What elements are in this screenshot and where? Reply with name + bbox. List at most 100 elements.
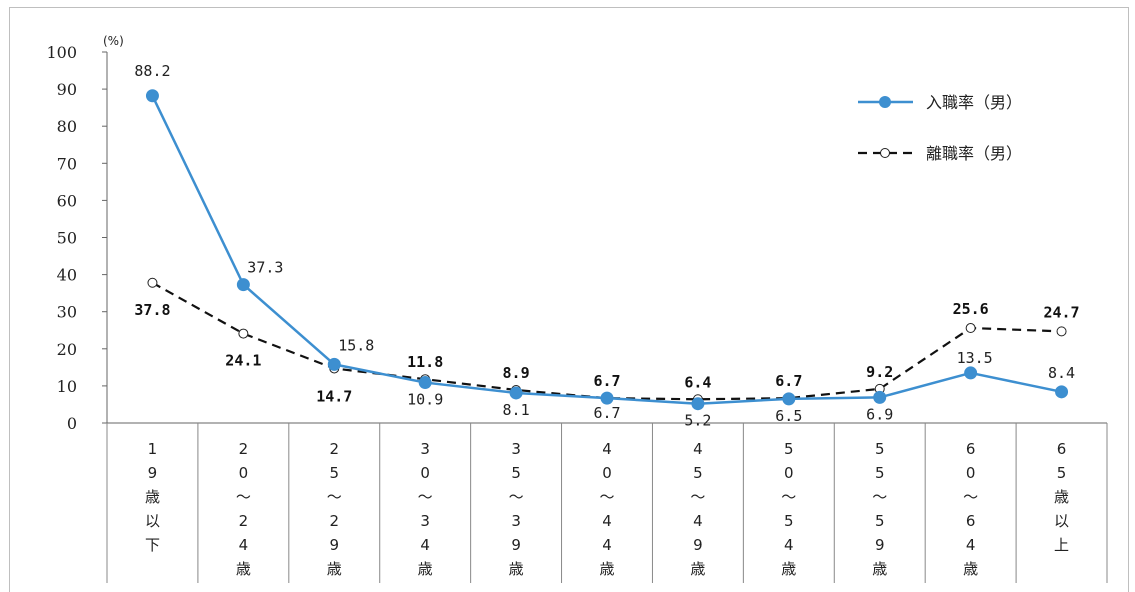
hire-rate-data-label: 37.3 <box>247 259 283 277</box>
y-tick-label: 30 <box>57 303 77 322</box>
y-tick-label: 100 <box>46 43 77 62</box>
y-tick-label: 90 <box>57 80 77 99</box>
x-tick-label-glyph: 5 <box>875 464 885 482</box>
hire-rate-data-label: 10.9 <box>407 391 443 409</box>
hire-rate-point <box>418 376 432 390</box>
hire-rate-point <box>236 278 250 292</box>
x-tick-label-glyph: 歳 <box>1054 488 1069 506</box>
hire-rate-point <box>327 357 341 371</box>
hire-rate-data-label: 6.7 <box>593 404 620 422</box>
x-tick-label: 5 5 ～ 5 9 歳 <box>872 440 887 578</box>
x-tick-label: 2 5 ～ 2 9 歳 <box>327 440 342 578</box>
x-tick-label-glyph: 歳 <box>781 560 796 578</box>
x-tick-label-glyph: 9 <box>329 536 339 554</box>
x-tick-label-glyph: 歳 <box>327 560 342 578</box>
x-tick-label-glyph: 2 <box>329 512 339 530</box>
x-tick-label-glyph: 5 <box>875 512 885 530</box>
hire-rate-point <box>145 89 159 103</box>
series-line-hire-rate <box>151 95 1062 405</box>
hire-rate-data-label: 8.4 <box>1048 364 1075 382</box>
x-tick-label-glyph: 歳 <box>963 560 978 578</box>
x-tick-label: 1 9 歳以下 <box>145 440 160 554</box>
hire-rate-point <box>691 397 705 411</box>
x-tick-label-glyph: 歳 <box>145 488 160 506</box>
x-tick-label: 4 0 ～ 4 4 歳 <box>599 440 614 578</box>
x-tick-label-glyph: 5 <box>875 440 885 458</box>
y-tick-label: 80 <box>57 117 77 136</box>
x-tick-label-glyph: ～ <box>418 488 433 506</box>
leave-rate-data-label: 25.6 <box>953 300 989 318</box>
legend-label-hire: 入職率（男） <box>926 93 1022 112</box>
hire-rate-point <box>509 386 523 400</box>
x-tick-label-glyph: 2 <box>239 512 249 530</box>
x-tick-label-glyph: 5 <box>693 464 703 482</box>
series-lines <box>151 95 1062 405</box>
x-tick-label-glyph: 9 <box>693 536 703 554</box>
x-tick-label: 5 0 ～ 5 4 歳 <box>781 440 796 578</box>
x-tick-label-glyph: 上 <box>1054 536 1069 554</box>
chart-frame <box>9 7 1129 592</box>
x-tick-label-glyph: 5 <box>1057 464 1067 482</box>
x-tick-label-glyph: ～ <box>236 488 251 506</box>
x-tick-label-glyph: 9 <box>148 464 158 482</box>
leave-rate-point <box>965 323 976 334</box>
legend-label-leave: 離職率（男） <box>926 144 1022 163</box>
y-tick-label: 60 <box>57 191 77 210</box>
hire-rate-data-label: 8.1 <box>503 401 530 419</box>
x-tick-label-glyph: 以 <box>145 512 160 530</box>
x-tick-label-glyph: 0 <box>966 464 976 482</box>
y-tick-label: 0 <box>67 414 77 433</box>
x-tick-label-glyph: ～ <box>599 488 614 506</box>
x-tick-label-glyph: 歳 <box>872 560 887 578</box>
x-tick-label-glyph: 5 <box>329 464 339 482</box>
leave-rate-point <box>1056 326 1067 337</box>
x-tick-label-glyph: ～ <box>963 488 978 506</box>
x-tick-label-glyph: 9 <box>875 536 885 554</box>
hire-rate-data-label: 13.5 <box>957 349 993 367</box>
leave-rate-data-label: 8.9 <box>503 364 530 382</box>
x-tick-label-glyph: 2 <box>239 440 249 458</box>
y-tick-label: 10 <box>57 377 77 396</box>
x-tick-label-glyph: 4 <box>239 536 249 554</box>
x-tick-label: 3 0 ～ 3 4 歳 <box>418 440 433 578</box>
x-tick-label: 6 0 ～ 6 4 歳 <box>963 440 978 578</box>
x-tick-label: 3 5 ～ 3 9 歳 <box>509 440 524 578</box>
x-tick-label-glyph: 4 <box>602 512 612 530</box>
x-tick-label-glyph: 9 <box>511 536 521 554</box>
x-tick-label-glyph: 4 <box>966 536 976 554</box>
x-tick-label-glyph: 4 <box>420 536 430 554</box>
leave-rate-data-label: 24.1 <box>225 352 261 370</box>
x-tick-label-glyph: 4 <box>602 440 612 458</box>
hire-rate-data-label: 15.8 <box>338 336 374 354</box>
leave-rate-data-label: 11.8 <box>407 353 443 371</box>
hire-rate-point <box>964 366 978 380</box>
y-tick-label: 40 <box>57 266 77 285</box>
x-tick-label-glyph: 歳 <box>690 560 705 578</box>
leave-rate-data-label: 24.7 <box>1043 303 1079 321</box>
leave-rate-data-label: 14.7 <box>316 387 352 405</box>
x-tick-label-glyph: 歳 <box>418 560 433 578</box>
x-tick-label-glyph: 3 <box>420 440 430 458</box>
x-tick-label-glyph: 4 <box>784 536 794 554</box>
legend: 入職率（男） 離職率（男） <box>858 93 1022 163</box>
axes: 010203040506070809010019歳以下20～24歳25～29歳3… <box>46 43 1108 583</box>
hire-rate-data-label: 5.2 <box>684 412 711 430</box>
hire-rate-point <box>600 391 614 405</box>
x-tick-label: 2 0 ～ 2 4 歳 <box>236 440 251 578</box>
x-tick-label-glyph: 5 <box>784 440 794 458</box>
leave-rate-data-label: 6.7 <box>775 372 802 390</box>
x-tick-label-glyph: ～ <box>327 488 342 506</box>
x-tick-label-glyph: 0 <box>239 464 249 482</box>
x-tick-label-glyph: ～ <box>509 488 524 506</box>
x-tick-label-glyph: 歳 <box>509 560 524 578</box>
x-tick-label-glyph: 0 <box>420 464 430 482</box>
x-tick-label-glyph: 1 <box>148 440 158 458</box>
hire-rate-data-label: 88.2 <box>134 62 170 80</box>
x-tick-label-glyph: 3 <box>511 512 521 530</box>
x-tick-label-glyph: 6 <box>966 512 976 530</box>
x-tick-label-glyph: 4 <box>602 536 612 554</box>
hire-rate-point <box>1055 385 1069 399</box>
y-tick-label: 50 <box>57 229 77 248</box>
leave-rate-data-label: 6.4 <box>684 373 711 391</box>
